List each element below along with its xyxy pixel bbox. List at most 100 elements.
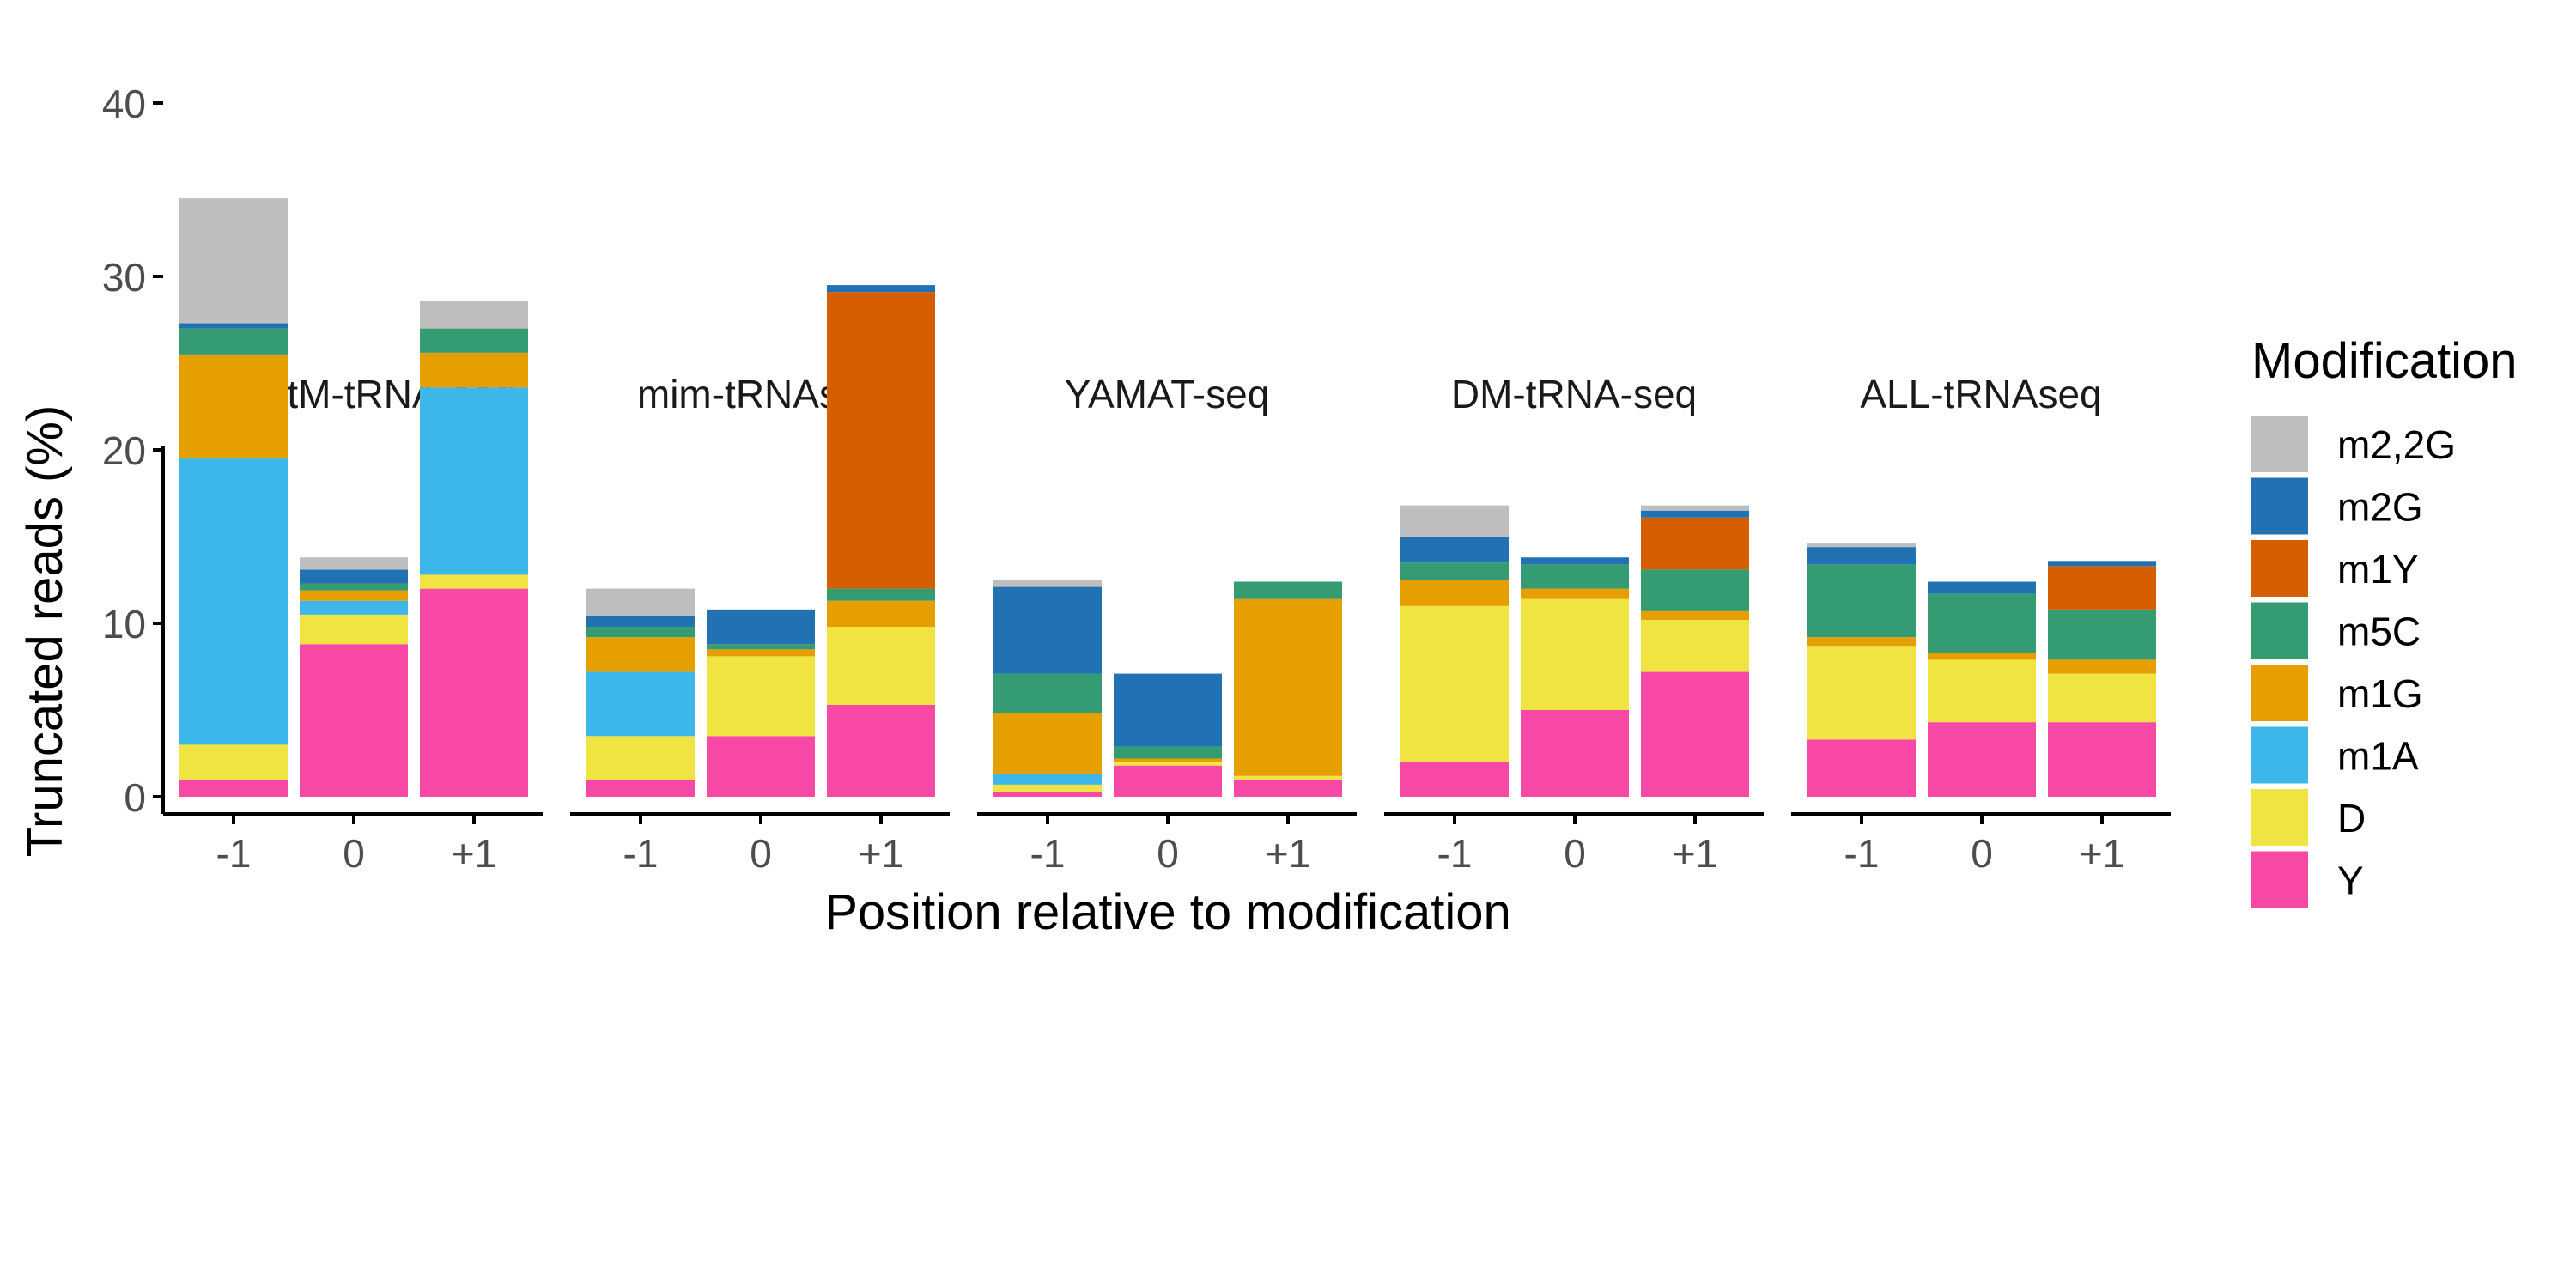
- bar-segment: [1114, 762, 1222, 766]
- bar-segment: [179, 779, 288, 797]
- bar-segment: [1114, 746, 1222, 759]
- bar-segment: [300, 644, 408, 797]
- x-tick-label: 0: [1157, 831, 1179, 876]
- legend-swatch: [2251, 540, 2308, 597]
- bar-segment: [827, 292, 935, 589]
- bar-segment: [993, 791, 1102, 797]
- bar-segment: [827, 704, 935, 797]
- bar-segment: [1641, 671, 1749, 797]
- bar-segment: [1400, 562, 1509, 580]
- bar-segment: [586, 616, 695, 628]
- legend-swatch: [2251, 665, 2308, 721]
- bar-segment: [1521, 598, 1629, 710]
- bar-segment: [300, 600, 408, 615]
- bar-segment: [1400, 762, 1509, 797]
- bar-segment: [1928, 722, 2036, 797]
- x-tick-label: +1: [1266, 831, 1310, 876]
- bar-segment: [1807, 543, 1916, 548]
- legend-label: m1A: [2337, 734, 2419, 779]
- bar-segment: [707, 649, 815, 657]
- bar-segment: [179, 744, 288, 780]
- bar-segment: [179, 198, 288, 324]
- y-tick-label: 40: [102, 82, 146, 126]
- bar-segment: [179, 323, 288, 329]
- bar-segment: [2048, 609, 2156, 660]
- x-tick-label: +1: [2080, 831, 2124, 876]
- bar-segment: [993, 713, 1102, 774]
- legend-items: m2,2G m2G m1Y m5C m1G m1A DY: [2251, 416, 2456, 908]
- bar-segment: [2048, 561, 2156, 567]
- x-tick-label: +1: [859, 831, 903, 876]
- y-tick-label: 20: [102, 428, 146, 473]
- bar-segment: [1641, 505, 1749, 511]
- bar-segment: [1928, 659, 2036, 723]
- bar-segment: [300, 569, 408, 584]
- x-tick-label: 0: [343, 831, 365, 876]
- y-tick-label: 30: [102, 255, 146, 300]
- bar-segment: [1234, 779, 1342, 797]
- bar-segment: [1114, 765, 1222, 797]
- bar-segment: [420, 352, 528, 388]
- bar-segment: [2048, 566, 2156, 610]
- x-tick-label: +1: [452, 831, 496, 876]
- x-tick-label: 0: [1564, 831, 1586, 876]
- bar-segment: [1234, 581, 1342, 599]
- bar-segment: [1400, 505, 1509, 537]
- bar-segment: [1521, 557, 1629, 565]
- bar-segment: [1114, 758, 1222, 762]
- bar-segment: [993, 784, 1102, 792]
- bar-segment: [1234, 775, 1342, 780]
- legend-swatch: [2251, 416, 2308, 472]
- bar-segment: [1641, 517, 1749, 570]
- facet-panel: mim-tRNAseq-1 0 +1: [570, 285, 950, 876]
- bar-segment: [1807, 739, 1916, 797]
- x-tick-label: 0: [750, 831, 772, 876]
- bar-segment: [1928, 653, 2036, 660]
- legend-label: D: [2337, 796, 2366, 841]
- bar-segment: [1928, 593, 2036, 653]
- bar-segment: [827, 627, 935, 705]
- legend-label: m1Y: [2337, 547, 2419, 592]
- x-tick-label: -1: [1844, 831, 1880, 876]
- x-tick-label: -1: [1030, 831, 1066, 876]
- y-tick-label: 0: [124, 775, 146, 820]
- bar-segment: [2048, 722, 2156, 797]
- bar-segment: [827, 588, 935, 601]
- bar-segment: [1234, 598, 1342, 776]
- bar-segment: [300, 590, 408, 601]
- facet-panel: YAMAT-seq -1 0 +1: [977, 372, 1357, 876]
- bar-segment: [2048, 673, 2156, 723]
- bar-segment: [1400, 605, 1509, 762]
- facet-title: YAMAT-seq: [1065, 372, 1270, 416]
- facet-panel: ALL-tRNAseq -1 0 +1: [1791, 372, 2171, 876]
- legend-label: m5C: [2337, 610, 2421, 654]
- x-tick-label: +1: [1673, 831, 1717, 876]
- x-tick-label: -1: [1437, 831, 1473, 876]
- bar-segment: [1641, 569, 1749, 611]
- bar-segment: [1641, 610, 1749, 620]
- legend-label: m2G: [2337, 485, 2423, 530]
- bar-segment: [993, 774, 1102, 785]
- bar-segment: [2048, 659, 2156, 674]
- bar-segment: [1114, 673, 1222, 747]
- bar-segment: [586, 671, 695, 737]
- y-axis-label: Truncated reads (%): [17, 405, 73, 858]
- bar-segment: [179, 328, 288, 355]
- bar-segment: [1807, 637, 1916, 647]
- y-tick-label: 10: [102, 602, 146, 647]
- x-tick-label: 0: [1971, 831, 1993, 876]
- facet-panel: QuantM-tRNA-seq-1 0 +1: [163, 198, 543, 876]
- legend-swatch: [2251, 477, 2308, 535]
- facet-title: ALL-tRNAseq: [1860, 372, 2101, 416]
- x-axis-label: Position relative to modification: [824, 884, 1511, 940]
- bar-segment: [300, 614, 408, 645]
- bar-segment: [993, 580, 1102, 587]
- legend-label: Y: [2337, 859, 2364, 903]
- bar-segment: [827, 285, 935, 293]
- bar-segment: [586, 637, 695, 672]
- bar-segment: [586, 736, 695, 780]
- bar-segment: [420, 328, 528, 353]
- legend-swatch: [2251, 726, 2308, 784]
